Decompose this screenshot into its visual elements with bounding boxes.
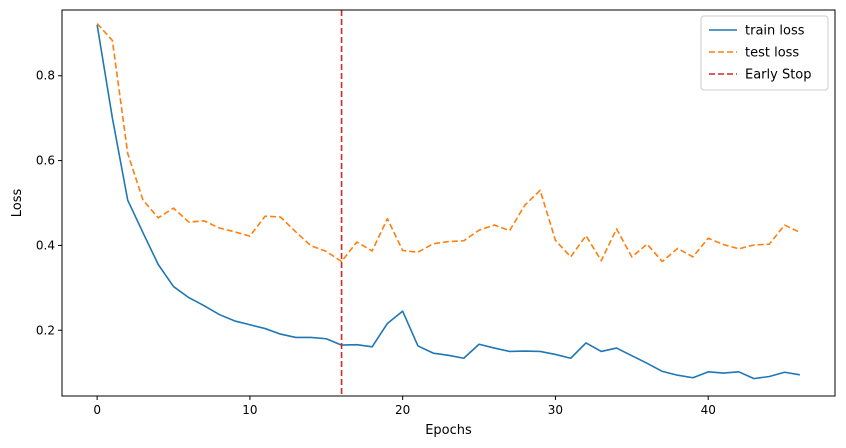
- x-tick-label: 30: [548, 403, 563, 417]
- legend-label: test loss: [745, 46, 799, 61]
- legend-box: [700, 15, 829, 91]
- x-tick-label: 0: [93, 403, 101, 417]
- y-tick-label: 0.2: [36, 323, 55, 337]
- y-tick-label: 0.8: [36, 69, 55, 83]
- chart-marks: [96, 10, 801, 396]
- legend-label: train loss: [745, 24, 805, 39]
- y-axis-ticks: 0.2 0.4 0.6 0.8: [36, 69, 62, 337]
- series-line-train-loss: [96, 24, 800, 380]
- legend-label: Early Stop: [745, 68, 812, 83]
- x-axis-ticks: 0 10 20 30 40: [93, 396, 716, 417]
- y-tick-label: 0.6: [36, 154, 55, 168]
- x-tick-label: 20: [395, 403, 410, 417]
- x-axis-label: Epochs: [425, 423, 472, 438]
- y-tick-label: 0.4: [36, 238, 55, 252]
- legend: train loss test loss Early Stop: [700, 15, 829, 91]
- x-tick-label: 10: [242, 403, 257, 417]
- x-tick-label: 40: [701, 403, 716, 417]
- series-line-test-loss: [96, 23, 801, 263]
- plot-frame: [61, 9, 836, 397]
- y-axis-label: Loss: [10, 189, 25, 218]
